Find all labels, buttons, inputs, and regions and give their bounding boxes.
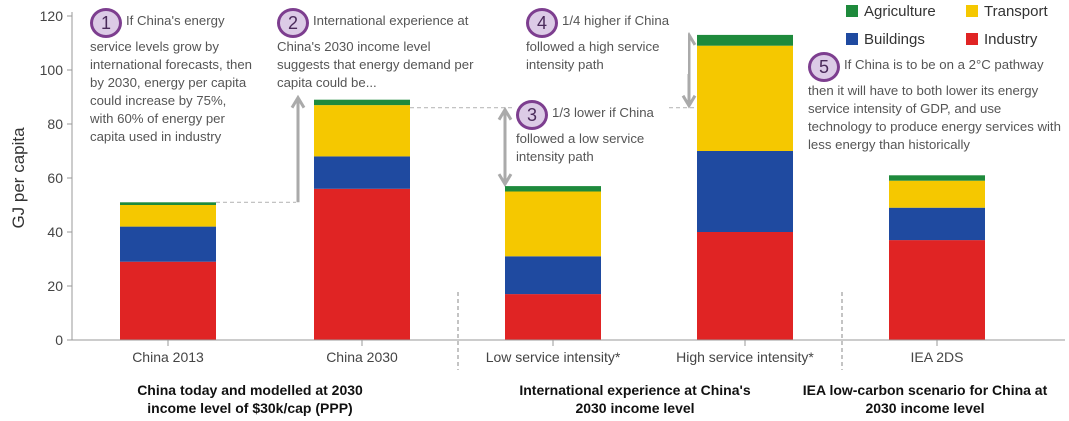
- annotation-2-text: International experience at China's 2030…: [277, 13, 474, 90]
- legend-label-industry: Industry: [984, 31, 1038, 48]
- legend-swatch-agriculture: [846, 5, 858, 17]
- bar-segment-industry: [505, 294, 601, 340]
- bars: [120, 34, 985, 340]
- x-tick-label: Low service intensity*: [486, 349, 621, 365]
- group-label-china: China today and modelled at 2030 income …: [137, 382, 363, 416]
- arrow-lower-head-top: [497, 106, 513, 121]
- legend-label-buildings: Buildings: [864, 31, 925, 48]
- bar-segment-buildings: [120, 226, 216, 262]
- x-tick-label: High service intensity*: [676, 349, 814, 365]
- bar-segment-transport: [889, 180, 985, 208]
- legend-label-agriculture: Agriculture: [864, 3, 936, 20]
- legend-swatch-transport: [966, 5, 978, 17]
- legend: Agriculture Transport Buildings Industry: [846, 3, 1048, 48]
- annotation-4-text: 1/4 higher if China followed a high serv…: [526, 13, 670, 72]
- y-axis-label: GJ per capita: [9, 127, 28, 229]
- bar-segment-transport: [314, 105, 410, 157]
- bar-segment-industry: [697, 232, 793, 340]
- arrow-higher-head-bottom: [681, 94, 697, 109]
- bar-segment-buildings: [889, 207, 985, 241]
- x-tick-label: China 2030: [326, 349, 398, 365]
- bar-segment-buildings: [314, 156, 410, 189]
- bar-segment-industry: [314, 188, 410, 340]
- bar-segment-industry: [889, 240, 985, 340]
- y-tick-label: 120: [40, 8, 64, 24]
- group-label-iea: IEA low-carbon scenario for China at 203…: [802, 382, 1048, 416]
- y-tick-label: 40: [47, 224, 63, 240]
- legend-swatch-buildings: [846, 33, 858, 45]
- group-label-international: International experience at China's 2030…: [519, 382, 751, 416]
- bar-segment-industry: [120, 261, 216, 340]
- annotation-1-text: If China's energy service levels grow by…: [90, 13, 253, 144]
- x-axis: China 2013 China 2030 Low service intensit…: [72, 292, 1065, 370]
- annotation-2-badge: 2: [277, 8, 309, 38]
- bar-segment-agriculture: [505, 186, 601, 192]
- annotation-5-badge: 5: [808, 52, 840, 82]
- annotation-3-text: 1/3 lower if China followed a low servic…: [516, 105, 654, 164]
- annotation-4: 4 1/4 higher if China followed a high ser…: [524, 8, 688, 74]
- x-tick-label: China 2013: [132, 349, 204, 365]
- x-tick-label: IEA 2DS: [911, 349, 964, 365]
- bar-segment-buildings: [697, 151, 793, 232]
- bar-segment-buildings: [505, 256, 601, 295]
- legend-swatch-industry: [966, 33, 978, 45]
- bar-segment-agriculture: [314, 99, 410, 106]
- arrow-lower-head-bottom: [497, 173, 513, 188]
- y-tick-label: 20: [47, 278, 63, 294]
- y-tick-label: 80: [47, 116, 63, 132]
- annotation-1: 1 If China's energy service levels grow b…: [88, 8, 254, 146]
- bar-segment-agriculture: [889, 175, 985, 181]
- annotation-4-badge: 4: [526, 8, 558, 38]
- bar-segment-transport: [120, 205, 216, 227]
- arrow-increase-head: [290, 94, 306, 109]
- annotation-1-badge: 1: [90, 8, 122, 38]
- y-tick-label: 0: [55, 332, 63, 348]
- bar-segment-transport: [697, 45, 793, 152]
- annotation-5-text: If China is to be on a 2°C pathway then …: [808, 57, 1061, 152]
- legend-label-transport: Transport: [984, 3, 1048, 20]
- annotation-5: 5 If China is to be on a 2°C pathway then…: [806, 52, 1065, 154]
- bar-segment-agriculture: [697, 34, 793, 46]
- y-axis: 0 20 40 60 80 100 120: [40, 8, 73, 348]
- annotation-3: 3 1/3 lower if China followed a low servi…: [514, 100, 668, 166]
- annotation-2: 2 International experience at China's 203…: [275, 8, 484, 92]
- bar-segment-agriculture: [120, 202, 216, 205]
- bar-segment-transport: [505, 191, 601, 257]
- annotation-3-badge: 3: [516, 100, 548, 130]
- y-tick-label: 60: [47, 170, 63, 186]
- y-tick-label: 100: [40, 62, 64, 78]
